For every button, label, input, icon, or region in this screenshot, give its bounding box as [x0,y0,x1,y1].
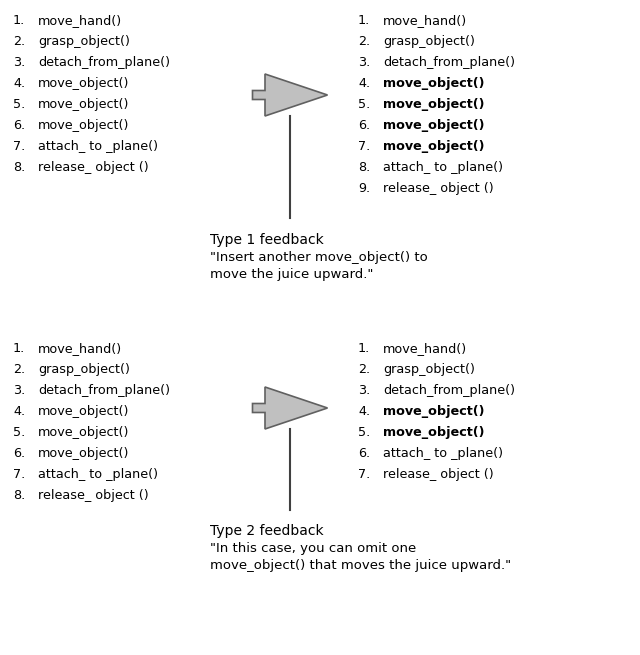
Text: move_object(): move_object() [383,119,484,132]
Text: move the juice upward.": move the juice upward." [210,268,373,281]
Text: 6.: 6. [13,447,25,460]
Text: detach_from_plane(): detach_from_plane() [383,56,515,69]
Text: 1.: 1. [13,14,25,27]
Text: move_object(): move_object() [383,405,484,418]
Text: 1.: 1. [358,14,371,27]
Text: Type 1 feedback: Type 1 feedback [210,233,324,247]
Text: "Insert another move_object() to: "Insert another move_object() to [210,251,428,264]
Text: release_ object (): release_ object () [383,468,493,481]
Text: move_object(): move_object() [38,119,129,132]
Text: 8.: 8. [13,161,25,174]
Text: 7.: 7. [13,468,25,481]
Text: 2.: 2. [358,363,370,376]
Text: 7.: 7. [358,140,371,153]
Text: 3.: 3. [13,56,25,69]
Text: move_object() that moves the juice upward.": move_object() that moves the juice upwar… [210,559,511,572]
Text: move_object(): move_object() [38,77,129,90]
Text: 9.: 9. [358,182,370,195]
Text: release_ object (): release_ object () [383,182,493,195]
Text: 5.: 5. [358,98,371,111]
Text: grasp_object(): grasp_object() [383,363,475,376]
Text: move_object(): move_object() [38,426,129,439]
Text: move_object(): move_object() [383,98,484,111]
Text: 4.: 4. [358,405,370,418]
Text: move_hand(): move_hand() [383,342,467,355]
Text: 2.: 2. [13,35,25,48]
Text: "In this case, you can omit one: "In this case, you can omit one [210,542,416,555]
Text: 8.: 8. [13,489,25,502]
Text: grasp_object(): grasp_object() [383,35,475,48]
Text: move_object(): move_object() [383,77,484,90]
Text: move_object(): move_object() [38,405,129,418]
Text: 1.: 1. [13,342,25,355]
Text: 5.: 5. [13,98,25,111]
Text: move_object(): move_object() [38,447,129,460]
Text: move_object(): move_object() [383,426,484,439]
Text: 5.: 5. [358,426,371,439]
Text: release_ object (): release_ object () [38,161,148,174]
Text: 7.: 7. [358,468,371,481]
Text: attach_ to _plane(): attach_ to _plane() [38,140,158,153]
Text: move_object(): move_object() [383,140,484,153]
Text: 3.: 3. [358,384,371,397]
Text: 3.: 3. [13,384,25,397]
Text: Type 2 feedback: Type 2 feedback [210,524,324,538]
Text: attach_ to _plane(): attach_ to _plane() [38,468,158,481]
Text: 4.: 4. [358,77,370,90]
Text: 3.: 3. [358,56,371,69]
Text: 6.: 6. [13,119,25,132]
Text: release_ object (): release_ object () [38,489,148,502]
Text: 6.: 6. [358,119,370,132]
Text: grasp_object(): grasp_object() [38,35,130,48]
Text: 4.: 4. [13,77,25,90]
Text: detach_from_plane(): detach_from_plane() [383,384,515,397]
Text: 6.: 6. [358,447,370,460]
Text: attach_ to _plane(): attach_ to _plane() [383,161,503,174]
Text: 7.: 7. [13,140,25,153]
Text: move_hand(): move_hand() [383,14,467,27]
Polygon shape [253,387,328,429]
Text: 5.: 5. [13,426,25,439]
Text: move_object(): move_object() [38,98,129,111]
Text: grasp_object(): grasp_object() [38,363,130,376]
Text: detach_from_plane(): detach_from_plane() [38,384,170,397]
Text: 1.: 1. [358,342,371,355]
Text: 2.: 2. [358,35,370,48]
Text: move_hand(): move_hand() [38,14,122,27]
Text: detach_from_plane(): detach_from_plane() [38,56,170,69]
Polygon shape [253,74,328,116]
Text: 2.: 2. [13,363,25,376]
Text: 8.: 8. [358,161,371,174]
Text: move_hand(): move_hand() [38,342,122,355]
Text: 4.: 4. [13,405,25,418]
Text: attach_ to _plane(): attach_ to _plane() [383,447,503,460]
